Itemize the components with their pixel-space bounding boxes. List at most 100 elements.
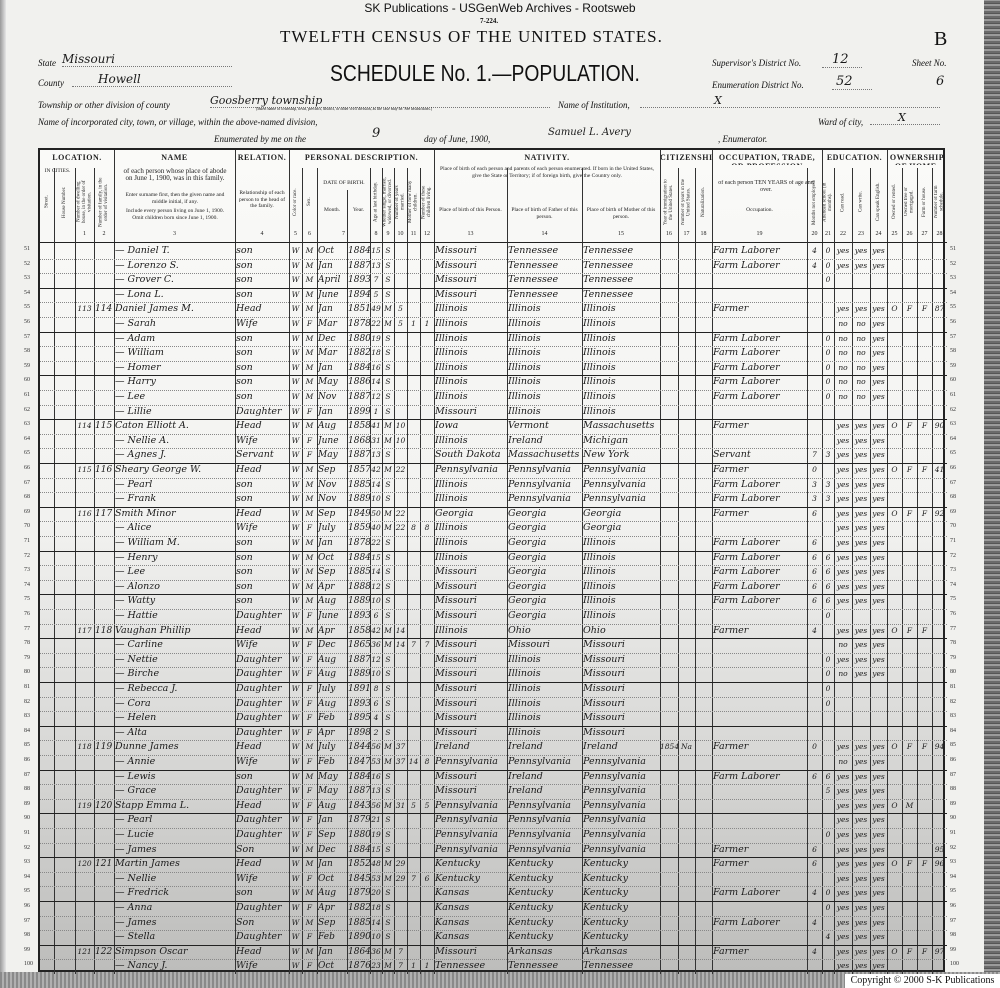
occupation-description: of each person TEN YEARS of age and over… — [718, 180, 814, 193]
column-divider — [678, 168, 679, 974]
row-rule — [40, 594, 947, 596]
cell-english: yes — [872, 669, 885, 679]
cell-sex: M — [305, 494, 314, 504]
cell-color: W — [291, 640, 300, 650]
cell-year: 1893 — [348, 698, 370, 709]
cell-occ: Farm Laborer — [713, 245, 780, 256]
cell-fbp: Vermont — [508, 420, 549, 432]
cell-owned: O — [891, 625, 898, 635]
cell-color: W — [291, 946, 300, 956]
cell-read: no — [838, 333, 848, 343]
cell-fbp: Georgia — [508, 551, 547, 563]
cell-mbp: Pennsylvania — [583, 478, 646, 490]
enumerator-label: , Enumerator. — [718, 134, 768, 144]
column-header-yrs: Number of years married. — [395, 185, 406, 219]
cell-mbp: Missouri — [583, 653, 625, 665]
cell-month: Dec — [318, 844, 336, 855]
cell-name: — Birche — [115, 668, 160, 680]
cell-relation: Daughter — [236, 653, 282, 665]
cell-month: Jan — [318, 859, 333, 870]
cell-mbp: Tennessee — [583, 288, 634, 300]
cell-marital: S — [385, 479, 391, 489]
cell-relation: Daughter — [236, 405, 282, 417]
cell-sex: F — [306, 684, 313, 693]
cell-bp: Missouri — [435, 639, 477, 651]
row-rule — [40, 565, 947, 567]
cell-read: yes — [836, 903, 850, 912]
cell-read: yes — [836, 596, 850, 606]
cell-color: W — [291, 421, 300, 431]
cell-name: — William — [115, 347, 164, 359]
column-header-fbp: Place of birth of Father of this person. — [511, 207, 578, 220]
header-group: EDUCATION. — [826, 153, 883, 162]
cell-read: no — [838, 348, 848, 358]
cell-english: yes — [872, 465, 885, 474]
row-rule — [40, 390, 947, 391]
line-number-right: 94 — [950, 873, 956, 880]
cell-yrs: 22 — [395, 508, 406, 518]
cell-age: 12 — [371, 392, 381, 401]
row-rule — [40, 346, 947, 348]
cell-read: no — [838, 392, 848, 401]
column-divider — [834, 168, 835, 974]
row-rule — [40, 944, 947, 946]
cell-yrs: 22 — [395, 523, 406, 533]
county-value: Howell — [72, 72, 232, 87]
line-number-right: 60 — [950, 377, 956, 384]
cell-unemp: 3 — [812, 494, 817, 504]
cell-sex: M — [305, 625, 314, 635]
column-number-living: 12 — [424, 231, 430, 237]
cell-write: yes — [854, 304, 868, 314]
cell-month: July — [318, 523, 336, 534]
cell-year: 1894 — [348, 289, 370, 300]
cell-english: yes — [872, 830, 885, 839]
cell-marital: S — [385, 917, 391, 927]
cell-color: W — [291, 800, 300, 810]
line-number: 62 — [24, 406, 30, 413]
line-number-right: 69 — [950, 508, 956, 515]
cell-farm: F — [921, 304, 928, 314]
cell-bp: Missouri — [435, 712, 477, 724]
cell-year: 1889 — [348, 494, 370, 505]
line-number: 83 — [24, 713, 30, 720]
cell-free: F — [906, 625, 913, 635]
cell-read: yes — [836, 523, 850, 533]
cell-marital: S — [385, 713, 391, 723]
cell-fbp: Ireland — [508, 434, 543, 446]
line-number-right: 78 — [950, 640, 956, 647]
cell-month: Jan — [318, 538, 333, 548]
line-number: 54 — [24, 289, 30, 296]
cell-school: 0 — [825, 260, 831, 270]
line-number-right: 56 — [950, 319, 956, 325]
cell-marital: M — [384, 946, 392, 956]
line-number-right: 91 — [950, 830, 956, 836]
cell-read: no — [838, 362, 848, 372]
cell-dwelling: 120 — [77, 859, 92, 869]
cell-month: June — [318, 435, 339, 446]
column-header-school: Attended school (in months). — [823, 182, 833, 222]
cell-marital: S — [385, 494, 391, 504]
cell-marital: S — [385, 581, 391, 591]
cell-unemp: 6 — [812, 859, 817, 869]
cell-fbp: Illinois — [508, 405, 541, 417]
cell-school: 0 — [825, 669, 831, 679]
line-number: 87 — [24, 771, 30, 778]
sheet-value: 6 — [936, 74, 945, 89]
cell-year: 1858 — [348, 625, 370, 636]
cell-english: yes — [872, 319, 885, 328]
line-number-right: 79 — [950, 654, 956, 661]
cell-english: yes — [872, 435, 885, 445]
cell-unemp: 6 — [812, 567, 817, 577]
line-number: 74 — [24, 581, 30, 588]
cell-read: no — [838, 757, 848, 766]
cell-occ: Farm Laborer — [713, 916, 780, 928]
row-rule — [40, 682, 947, 683]
cell-school: 6 — [825, 567, 831, 577]
cell-english: yes — [872, 961, 885, 971]
cell-mbp: Pennsylvania — [583, 829, 646, 840]
cell-write: yes — [854, 946, 868, 956]
line-number-right: 72 — [950, 552, 956, 559]
cell-bp: Kentucky — [435, 872, 480, 884]
cell-read: yes — [836, 917, 850, 927]
group-divider — [712, 150, 713, 974]
